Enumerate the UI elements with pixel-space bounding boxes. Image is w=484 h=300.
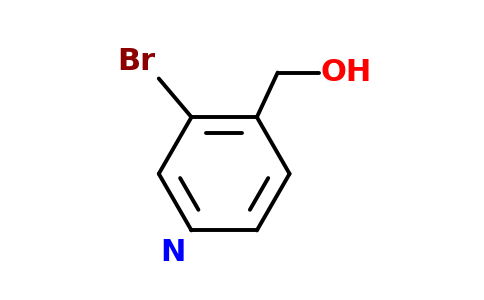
Text: Br: Br: [118, 46, 156, 76]
Text: N: N: [160, 238, 185, 267]
Text: OH: OH: [321, 58, 372, 87]
